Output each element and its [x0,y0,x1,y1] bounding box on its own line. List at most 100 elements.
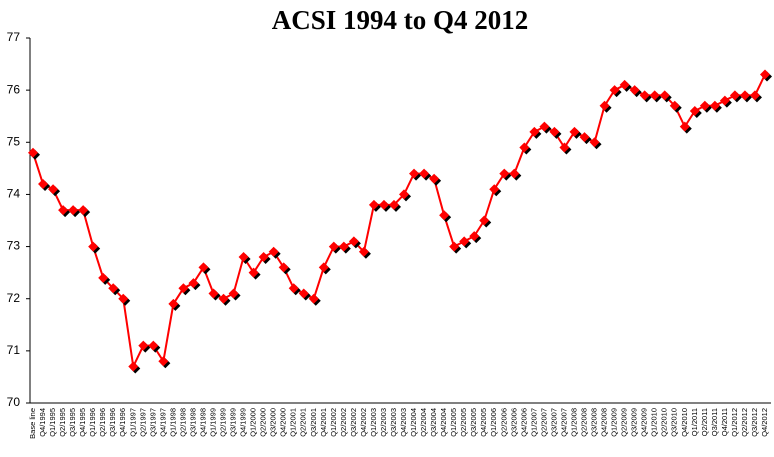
x-tick-label: Base line [28,408,37,439]
data-point [409,168,420,179]
x-tick-label: Q4/2002 [359,408,368,437]
data-point [228,288,239,299]
x-tick-label: Q3/2000 [269,408,278,437]
data-point [198,262,209,273]
x-tick-label: Q1/2006 [489,408,498,437]
x-tick-label: Q2/2004 [419,408,428,437]
x-tick-label: Q1/1999 [208,408,217,437]
data-point [749,90,760,101]
y-tick-label: 71 [7,343,21,357]
data-point [509,168,520,179]
data-point [569,126,580,137]
data-point [368,199,379,210]
data-point [429,173,440,184]
x-tick-label: Q3/2006 [509,408,518,437]
x-tick-label: Q2/2003 [379,408,388,437]
data-point [709,100,720,111]
x-tick-label: Q3/2011 [710,408,719,436]
x-tick-label: Q3/2004 [429,408,438,437]
x-tick-label: Q4/2010 [680,408,689,437]
y-tick-label: 73 [7,239,21,253]
x-tick-label: Q2/1996 [98,408,107,437]
x-tick-label: Q3/1998 [188,408,197,437]
data-point [308,293,319,304]
data-point [760,69,770,80]
data-point [48,184,59,195]
x-tick-label: Q1/2007 [529,408,538,437]
x-tick-label: Q3/2005 [469,408,478,437]
x-tick-label: Q1/2008 [569,408,578,437]
x-tick-label: Q4/2012 [760,408,769,437]
data-point [559,142,570,153]
x-tick-label: Q4/1994 [38,408,47,437]
data-point [539,121,550,132]
data-point [178,283,189,294]
x-tick-label: Q4/2004 [439,408,448,437]
data-point [208,288,219,299]
x-tick-label: Q3/2002 [349,408,358,437]
x-tick-label: Q3/2008 [590,408,599,437]
x-tick-label: Q2/2005 [459,408,468,437]
x-tick-label: Q1/1997 [128,408,137,437]
x-tick-label: Q3/2009 [630,408,639,437]
x-tick-label: Q1/1995 [48,408,57,437]
data-point [689,106,700,116]
x-tick-label: Q4/1997 [158,408,167,437]
data-point [348,236,359,247]
x-tick-label: Q2/2011 [700,408,709,436]
data-point [288,283,299,294]
x-tick-label: Q4/2008 [600,408,609,437]
x-tick-label: Q1/2009 [610,408,619,437]
data-point [138,340,149,351]
data-point [419,168,430,179]
x-tick-label: Q1/2012 [730,408,739,437]
data-point [619,79,630,90]
data-point [108,283,119,294]
data-point [298,288,309,299]
x-tick-label: Q3/2012 [750,408,759,437]
y-tick-label: 75 [7,134,21,148]
x-tick-label: Q3/2007 [549,408,558,437]
x-tick-label: Q2/1997 [138,408,147,437]
data-point [128,361,139,372]
x-tick-label: Q2/2008 [579,408,588,437]
data-point [399,189,410,200]
data-point [248,267,259,278]
x-tick-label: Q1/2001 [289,408,298,437]
data-point [258,252,269,262]
data-point [659,90,670,101]
data-point [519,142,530,153]
chart-title: ACSI 1994 to Q4 2012 [272,5,529,35]
data-point [88,241,99,252]
data-point [459,236,470,247]
data-point [388,199,399,210]
x-tick-label: Q2/2007 [539,408,548,437]
data-point [449,241,460,252]
x-tick-label: Q2/2000 [259,408,268,437]
x-tick-label: Q2/2012 [740,408,749,437]
x-tick-label: Q1/2010 [650,408,659,437]
x-tick-label: Q2/1995 [58,408,67,437]
x-tick-label: Q3/1997 [148,408,157,437]
data-point [599,100,610,111]
x-tick-label: Q1/2000 [249,408,258,437]
x-tick-label: Q3/2003 [389,408,398,437]
x-tick-label: Q1/2003 [369,408,378,437]
data-point [168,298,179,309]
x-tick-label: Q4/2006 [519,408,528,437]
data-point [609,85,620,96]
x-tick-label: Q1/2004 [409,408,418,437]
data-point [68,205,79,216]
data-point [78,205,89,216]
data-point [38,179,49,189]
y-tick-label: 76 [7,82,21,96]
data-point [679,121,690,132]
x-tick-label: Q4/2011 [720,408,729,436]
x-tick-label: Q2/2001 [299,408,308,437]
data-point [589,137,600,148]
data-point [28,147,38,158]
data-point [739,90,750,101]
data-point [278,262,289,273]
x-tick-label: Q4/1998 [198,408,207,437]
